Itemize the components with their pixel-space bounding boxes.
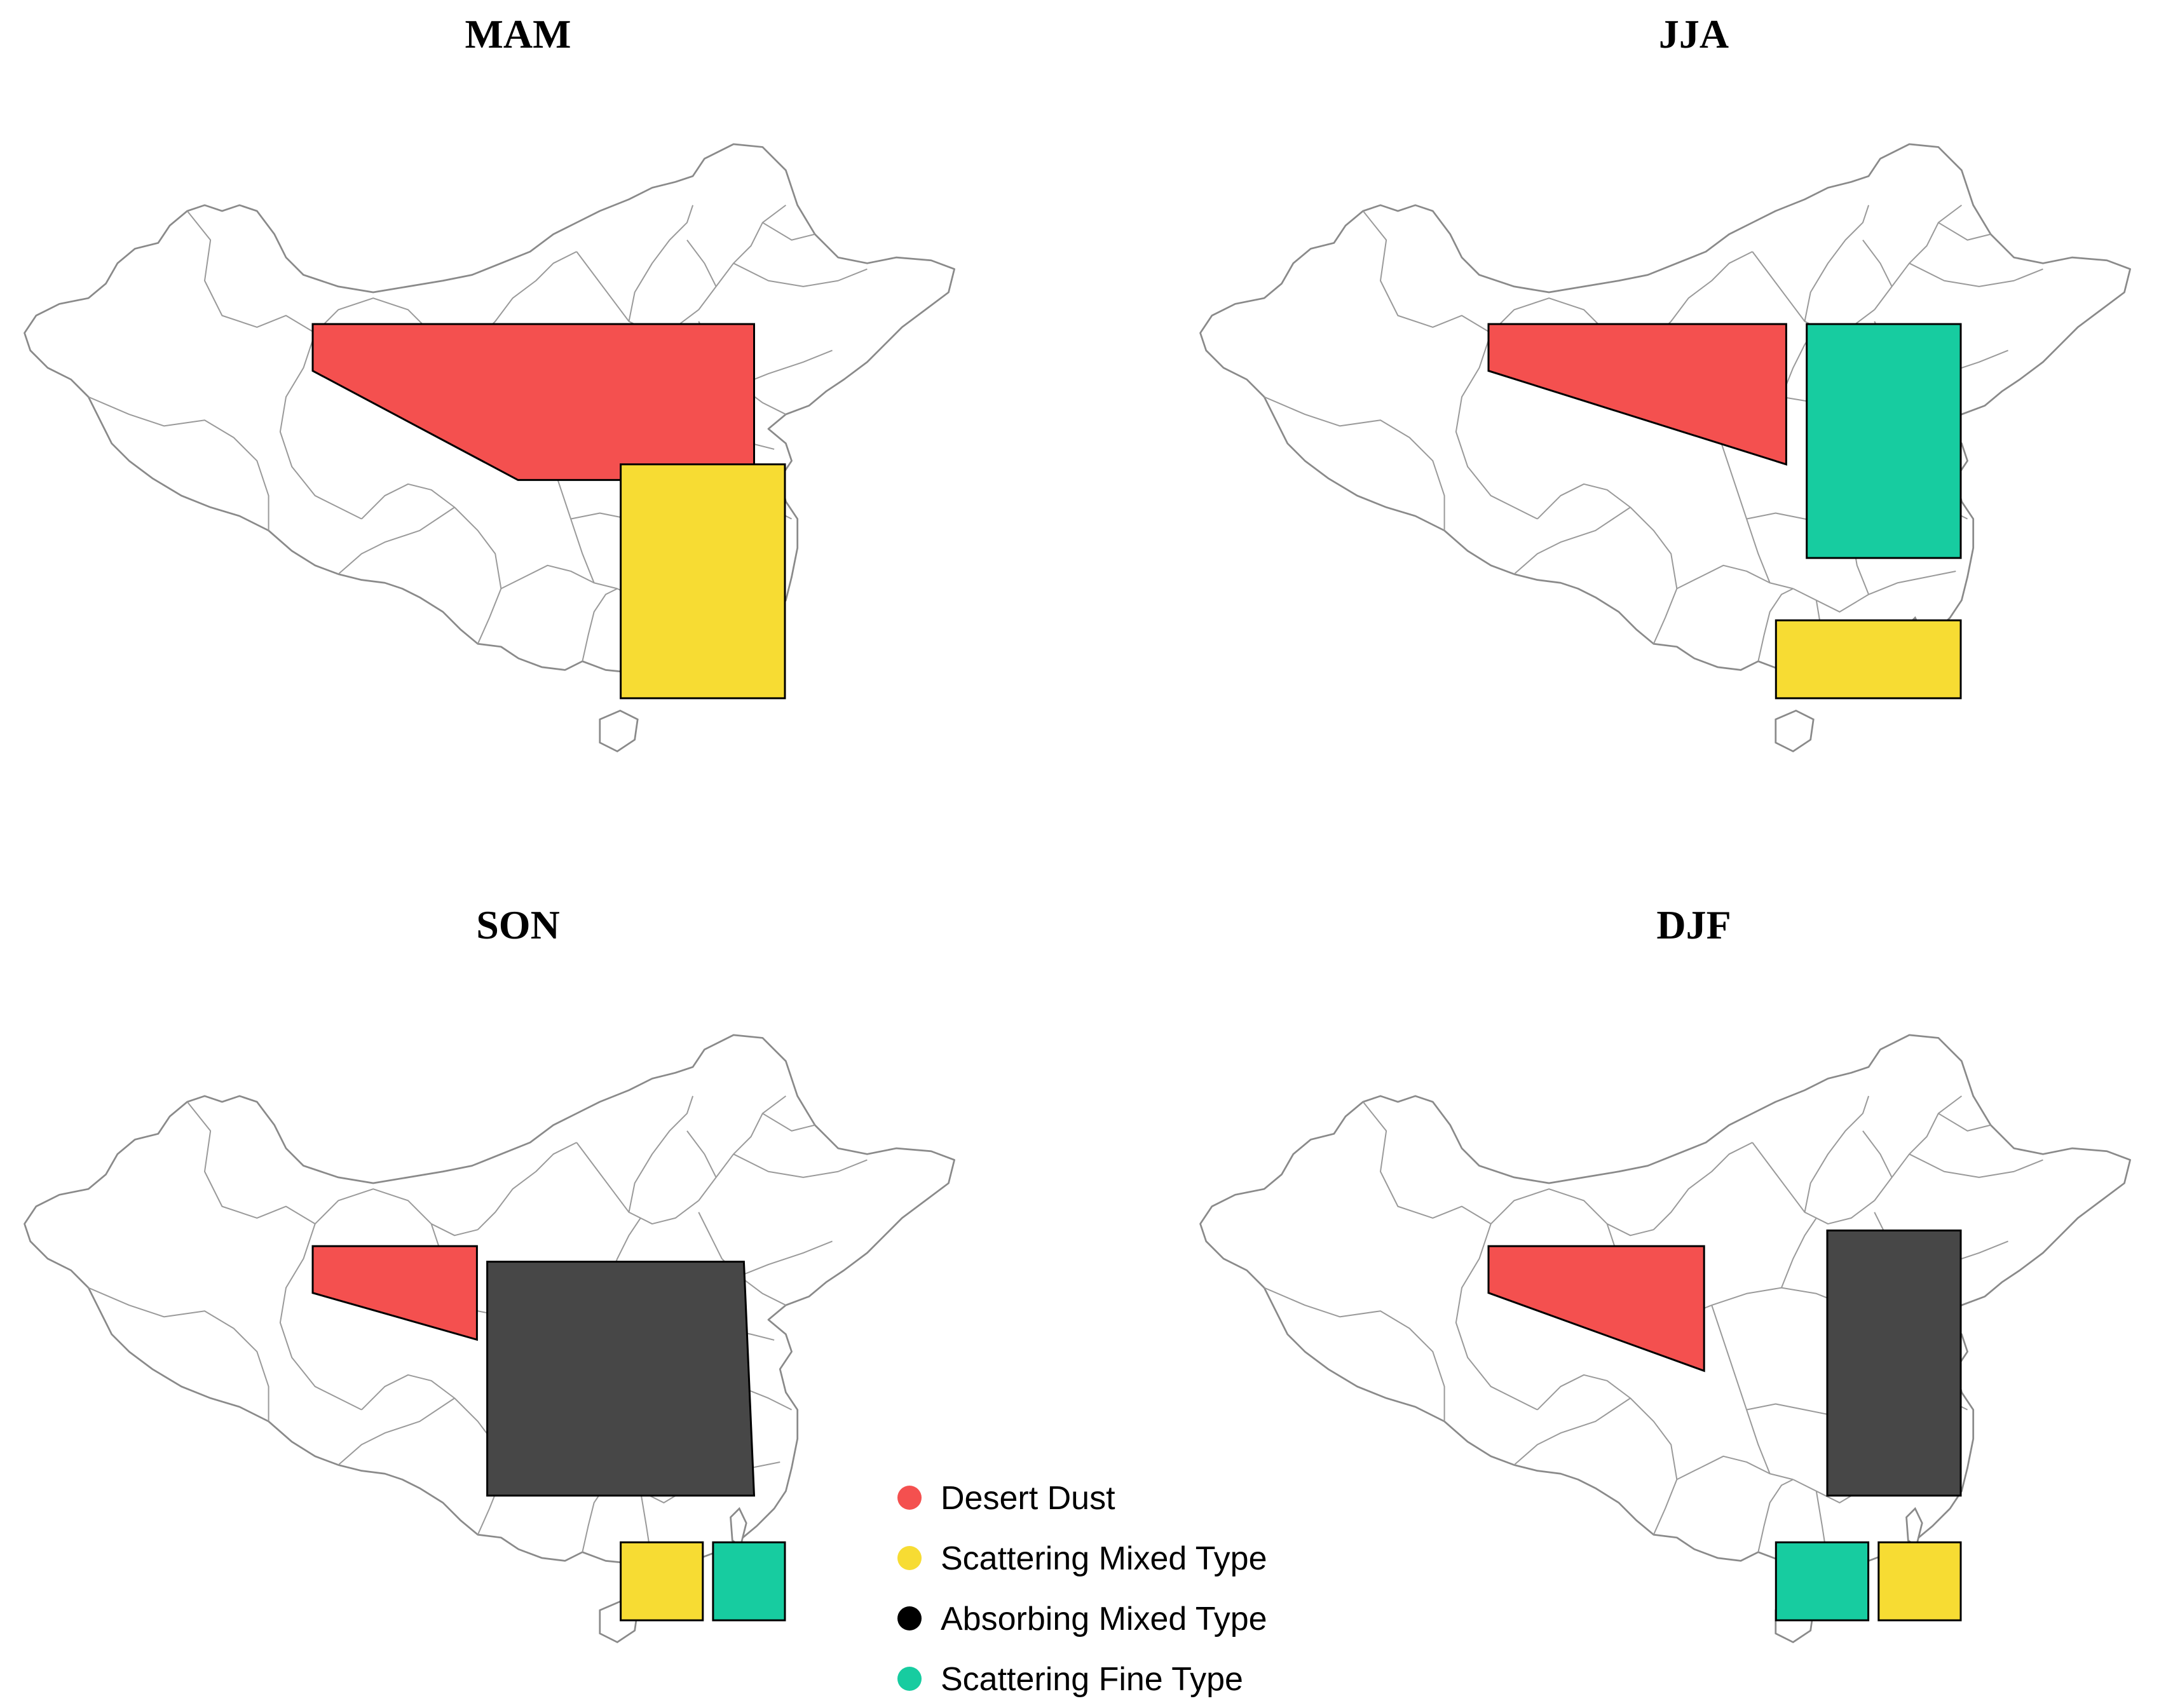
legend-label-scattering-fine-type: Scattering Fine Type	[941, 1661, 1243, 1698]
panel-title: MAM	[465, 11, 571, 57]
legend-swatch-scattering-mixed-type	[897, 1546, 922, 1570]
legend-label-absorbing-mixed-type: Absorbing Mixed Type	[941, 1601, 1267, 1637]
region-desert-dust	[1487, 1245, 1705, 1372]
region-scattering-mixed-type	[1775, 619, 1962, 700]
panel-title: SON	[476, 902, 560, 947]
china-basemap	[1199, 143, 2131, 752]
legend-swatch-scattering-fine-type	[897, 1667, 922, 1691]
panel-title: DJF	[1656, 902, 1731, 947]
legend: Desert Dust Scattering Mixed Type Absorbin…	[897, 1480, 1267, 1698]
panel-title: JJA	[1659, 11, 1729, 57]
legend-swatch-desert-dust	[897, 1486, 922, 1510]
region-desert-dust	[311, 1245, 478, 1341]
region-absorbing-mixed-type	[1826, 1230, 1962, 1497]
region-scattering-mixed-type	[620, 1541, 704, 1622]
region-scattering-fine-type	[1806, 323, 1962, 559]
region-desert-dust	[1487, 323, 1787, 466]
legend-swatch-absorbing-mixed-type	[897, 1606, 922, 1630]
map-panel-djf: DJF	[1199, 902, 2131, 1643]
region-scattering-mixed-type	[1877, 1541, 1962, 1622]
map-panel-jja: JJA	[1199, 11, 2131, 752]
map-panel-mam: MAM	[24, 11, 955, 752]
legend-label-scattering-mixed-type: Scattering Mixed Type	[941, 1540, 1267, 1577]
region-absorbing-mixed-type	[486, 1261, 756, 1497]
region-scattering-fine-type	[1775, 1541, 1870, 1622]
region-scattering-mixed-type	[620, 463, 786, 700]
legend-label-desert-dust: Desert Dust	[941, 1480, 1115, 1517]
map-panel-son: SON	[24, 902, 955, 1643]
region-scattering-fine-type	[712, 1541, 786, 1622]
